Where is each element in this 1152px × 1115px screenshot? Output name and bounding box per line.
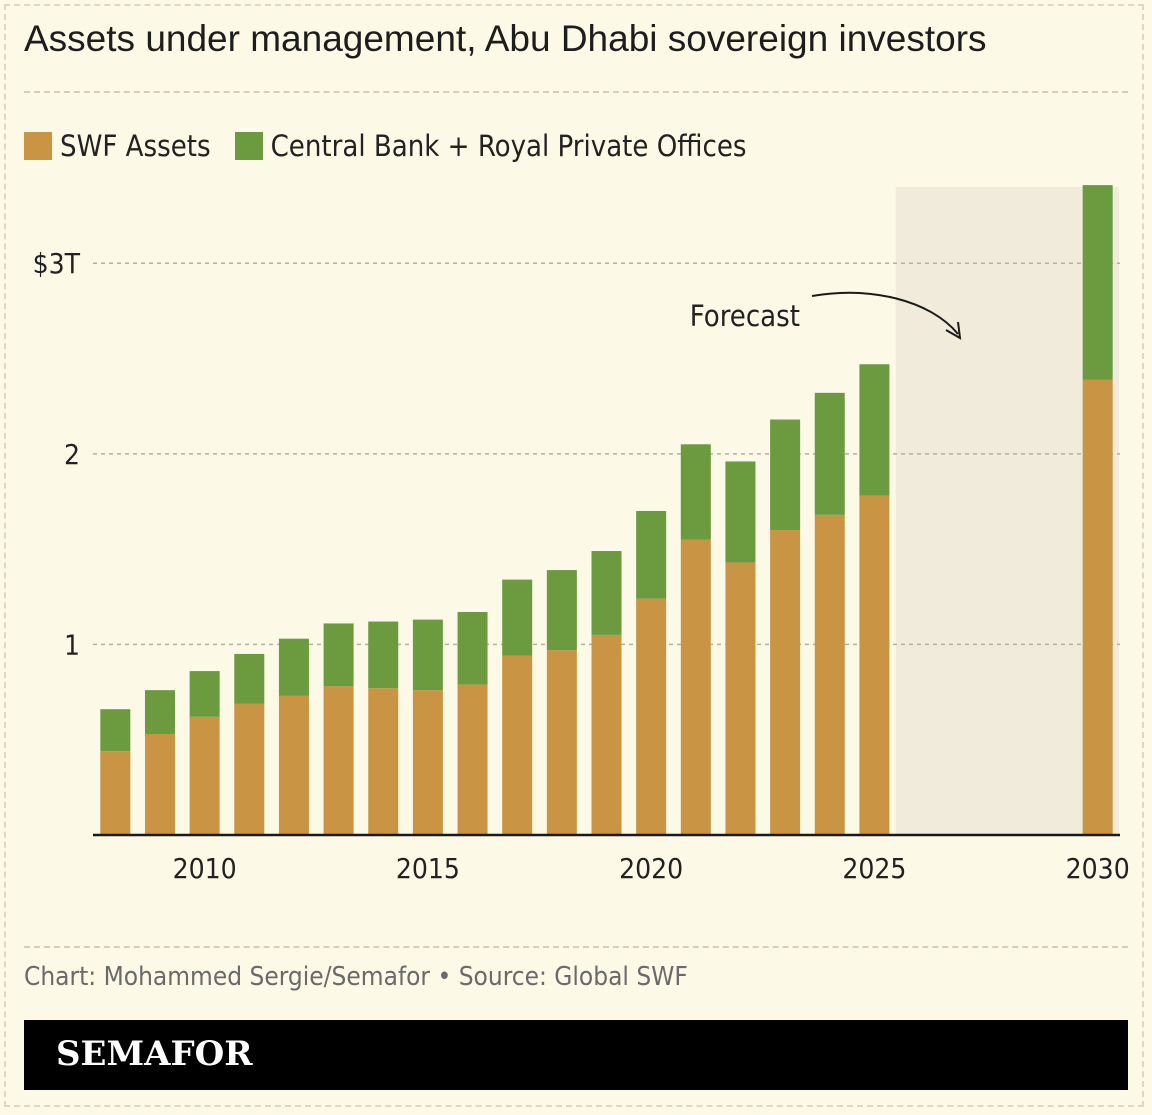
y-tick-label: $3T [33,247,81,280]
bar-central-2014 [368,621,399,689]
bar-swf-2009 [144,733,175,835]
legend-item-swf: SWF Assets [24,129,211,163]
bar-central-2015 [412,619,443,691]
bar-swf-2011 [234,703,265,835]
semafor-logo: SEMAFOR [56,1034,253,1074]
bar-swf-2024 [814,514,845,835]
title-divider [24,91,1128,93]
bar-central-2013 [323,623,354,687]
bar-swf-2014 [368,688,399,835]
legend-swatch-swf [24,132,52,160]
y-tick-label: 1 [64,628,80,661]
legend-swatch-central-bank [234,132,263,160]
x-tick-label: 2010 [173,852,237,885]
bar-swf-2016 [457,684,488,835]
bar-swf-2020 [636,598,667,835]
bar-swf-2022 [725,562,756,835]
bar-swf-2025 [859,495,890,835]
legend-item-central-bank: Central Bank + Royal Private Offices [234,129,747,163]
bar-central-2023 [770,419,801,531]
bar-central-2020 [636,511,667,599]
bar-swf-2021 [680,539,711,835]
bar-central-2021 [680,444,711,540]
legend-label-swf: SWF Assets [60,129,211,163]
bar-swf-2019 [591,634,622,835]
bar-swf-2018 [546,650,577,835]
bar-central-2008 [100,709,131,752]
bar-swf-2023 [770,530,801,835]
bar-central-2025 [859,364,890,496]
footer-divider [24,946,1128,948]
chart-frame [4,4,1144,1107]
bar-swf-2013 [323,686,354,835]
bar-central-2022 [725,461,756,563]
bar-central-2012 [278,638,309,696]
brand-bar: SEMAFOR [24,1020,1128,1090]
bar-central-2030 [1082,185,1113,380]
bar-swf-2030 [1082,379,1113,835]
forecast-annotation: Forecast [690,299,800,333]
bar-central-2017 [502,579,533,656]
forecast-arrowhead [945,321,962,340]
bar-central-2009 [144,690,175,734]
bar-swf-2010 [189,716,220,835]
x-tick-label: 2025 [842,852,906,885]
legend-label-central-bank: Central Bank + Royal Private Offices [270,129,747,163]
chart-title: Assets under management, Abu Dhabi sover… [24,18,987,59]
bar-swf-2012 [278,695,309,835]
bar-swf-2008 [100,751,131,835]
forecast-band [895,187,1119,835]
bar-central-2018 [546,570,577,651]
x-tick-label: 2015 [396,852,460,885]
bar-swf-2015 [412,690,443,835]
bar-central-2024 [814,392,845,515]
bar-central-2011 [234,653,265,704]
bar-central-2019 [591,551,622,635]
legend: SWF Assets Central Bank + Royal Private … [24,126,771,166]
bar-central-2016 [457,612,488,685]
x-tick-label: 2030 [1066,852,1130,885]
bar-swf-2017 [502,655,533,835]
chart-credit: Chart: Mohammed Sergie/Semafor • Source:… [24,962,688,992]
forecast-arrow [811,291,959,335]
bar-central-2010 [189,671,220,717]
x-tick-label: 2020 [619,852,683,885]
y-tick-label: 2 [64,438,80,471]
